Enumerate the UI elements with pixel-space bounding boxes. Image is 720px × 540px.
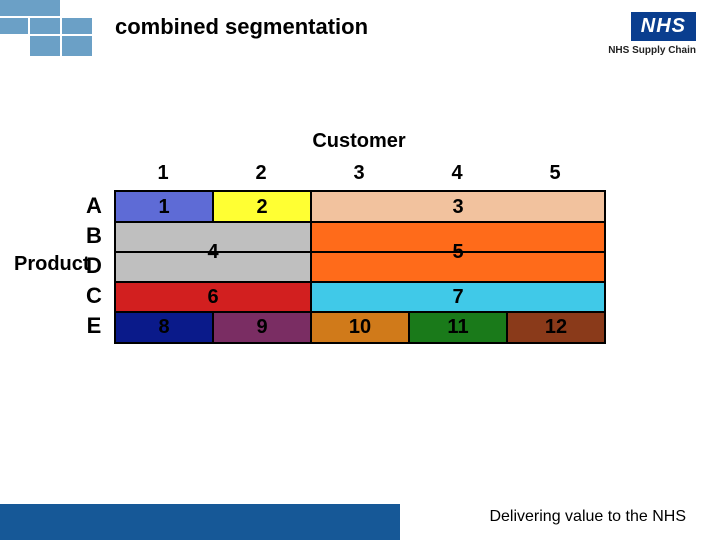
matrix-col-header: 1	[114, 162, 212, 185]
footer: Delivering value to the NHS	[0, 494, 720, 540]
deco-block	[30, 36, 60, 56]
matrix-row-axis-title: Product	[14, 253, 90, 276]
matrix-cell: 8	[116, 312, 214, 342]
matrix-col-header: 4	[408, 162, 506, 185]
matrix-cell: 11	[410, 312, 508, 342]
footer-text: Delivering value to the NHS	[489, 508, 686, 526]
nhs-logo: NHS	[631, 12, 696, 41]
matrix-cell: 6	[116, 282, 312, 312]
nhs-logo-wrap: NHS NHS Supply Chain	[576, 12, 696, 56]
nhs-logo-sub: NHS Supply Chain	[576, 45, 696, 56]
deco-block	[62, 18, 92, 34]
matrix-row-header: B	[82, 223, 106, 249]
matrix-grid: 123456789101112	[114, 190, 606, 344]
matrix-cell: 10	[312, 312, 410, 342]
matrix-cell: 2	[214, 192, 312, 222]
matrix-row-divider	[116, 221, 606, 223]
matrix-cell: 12	[508, 312, 606, 342]
deco-block	[62, 36, 92, 56]
matrix-col-axis-title: Customer	[309, 130, 409, 153]
matrix-row-divider	[116, 281, 606, 283]
matrix-row-header: C	[82, 283, 106, 309]
matrix-col-header: 2	[212, 162, 310, 185]
slide: combined segmentation NHS NHS Supply Cha…	[0, 0, 720, 540]
matrix-cell: 7	[312, 282, 606, 312]
matrix-col-header: 5	[506, 162, 604, 185]
matrix-row-divider	[116, 311, 606, 313]
deco-blocks	[0, 0, 130, 70]
matrix-cell: 1	[116, 192, 214, 222]
matrix-row-header: E	[82, 313, 106, 339]
matrix-cell: 9	[214, 312, 312, 342]
deco-block	[0, 18, 28, 34]
matrix-col-header: 3	[310, 162, 408, 185]
deco-block	[30, 18, 60, 34]
matrix-cell: 3	[312, 192, 606, 222]
page-title: combined segmentation	[115, 14, 368, 40]
footer-blue-bar	[0, 504, 400, 540]
deco-block	[0, 0, 60, 16]
matrix-row-header: A	[82, 193, 106, 219]
matrix-row-divider	[116, 251, 606, 253]
